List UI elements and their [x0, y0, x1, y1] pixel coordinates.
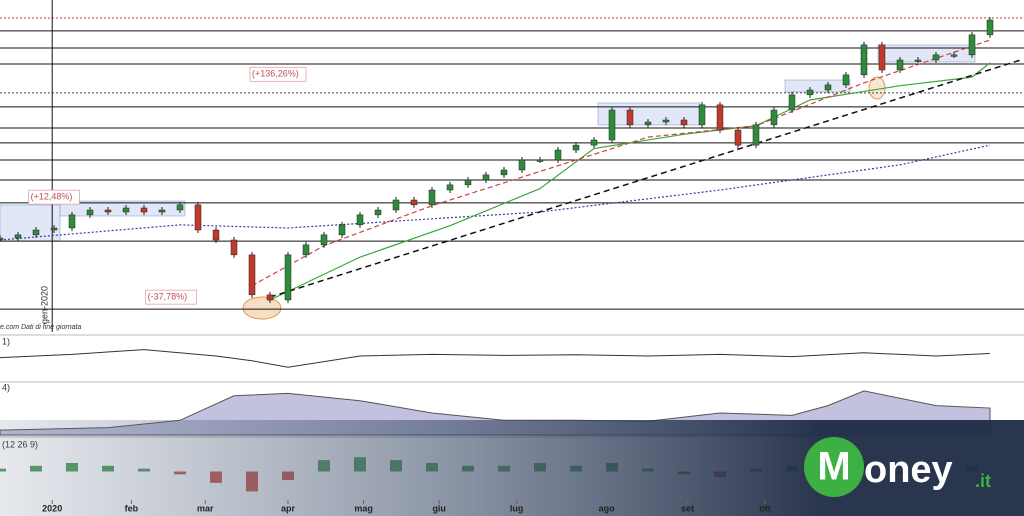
annotation: (+12,48%) [31, 192, 73, 202]
candle [806, 89, 814, 96]
candle [572, 144, 580, 151]
candle [500, 169, 508, 176]
candle [14, 234, 22, 239]
candle [518, 159, 526, 171]
x-tick-label: feb [125, 503, 139, 513]
x-tick-label: set [681, 503, 694, 513]
candle [158, 209, 166, 213]
candle [770, 109, 778, 126]
candle [338, 224, 346, 236]
candle [464, 179, 472, 186]
candle [662, 119, 670, 123]
candle [482, 174, 490, 181]
candle [176, 204, 184, 211]
candle [752, 124, 760, 146]
candle [104, 209, 112, 213]
candle [302, 244, 310, 256]
candle [644, 121, 652, 126]
candle [860, 44, 868, 76]
candle [932, 54, 940, 61]
x-tick-label: mag [354, 503, 373, 513]
candle [230, 239, 238, 256]
annotation-box [249, 66, 307, 82]
candle [716, 104, 724, 131]
panel-label: 1) [2, 336, 10, 346]
logo-m: M [817, 445, 850, 489]
overlay-line [269, 62, 991, 301]
candle [950, 54, 958, 57]
indicator-line [0, 349, 991, 368]
candle [842, 74, 850, 86]
candle [428, 189, 436, 206]
candle [266, 294, 274, 301]
annotation: (-37,78%) [148, 292, 188, 302]
x-tick-label: 2020 [42, 503, 62, 513]
candle [284, 254, 292, 301]
candle [194, 204, 202, 231]
overlay-line [251, 39, 991, 287]
candle [608, 109, 616, 141]
candle [914, 59, 922, 62]
logo: M oney .it [804, 437, 991, 497]
logo-word: oney [864, 449, 953, 491]
annotation: (+136,26%) [252, 69, 299, 79]
candle [590, 139, 598, 146]
annotation-box [28, 189, 80, 205]
date-marker-label: gen-2020 [40, 286, 50, 324]
candle [878, 44, 886, 71]
x-tick-label: ago [599, 503, 616, 513]
candle [680, 119, 688, 126]
logo-tld: .it [975, 471, 991, 491]
candle [356, 214, 364, 226]
candle [410, 199, 418, 206]
candle [50, 227, 58, 231]
candle [554, 149, 562, 161]
candle [788, 94, 796, 111]
candle [248, 254, 256, 296]
x-tick-label: lug [510, 503, 524, 513]
candle [968, 34, 976, 56]
x-tick-label: ott [759, 503, 771, 513]
panel-label: 4) [2, 382, 10, 392]
candle [140, 207, 148, 213]
candle [122, 207, 130, 213]
x-tick-label: mar [197, 503, 214, 513]
overlay-line [0, 144, 991, 241]
candle [0, 237, 4, 240]
candle [896, 59, 904, 71]
x-tick-label: giu [432, 503, 446, 513]
candle [446, 184, 454, 191]
candle [32, 229, 40, 236]
candle [734, 129, 742, 146]
trendline [269, 59, 1021, 298]
candle [626, 109, 634, 126]
candle [698, 104, 706, 126]
x-tick-label: apr [281, 503, 296, 513]
candle [824, 84, 832, 91]
highlight [242, 296, 282, 320]
candle [986, 19, 994, 36]
candle [86, 209, 94, 216]
candle [68, 214, 76, 229]
source-note: e.com Dati di fine giornata [0, 324, 81, 331]
candle [212, 229, 220, 241]
annotation-box [145, 289, 197, 305]
candle [374, 209, 382, 216]
candle [320, 234, 328, 246]
candle [536, 159, 544, 162]
candle [392, 199, 400, 211]
